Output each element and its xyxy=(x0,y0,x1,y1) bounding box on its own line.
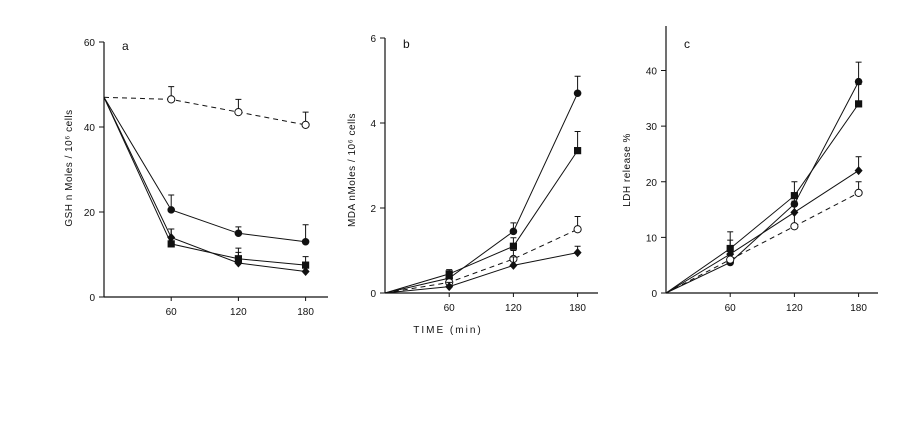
series-line xyxy=(665,103,860,294)
panel-c: 0 10 20 30 40 60 120 180 c LDH release % xyxy=(622,26,878,314)
data-point-filled-circle xyxy=(167,206,175,214)
x-tick-label: 60 xyxy=(725,303,737,314)
y-tick-label: 60 xyxy=(84,38,96,49)
x-tick-label: 60 xyxy=(444,303,456,314)
y-tick-label: 40 xyxy=(84,123,96,134)
y-tick-label: 40 xyxy=(646,67,658,78)
panel-letter: a xyxy=(122,39,129,53)
data-point-open-circle xyxy=(573,225,582,234)
data-point-open-circle xyxy=(726,255,735,264)
data-point-filled-square xyxy=(234,255,242,263)
data-point-filled-circle xyxy=(301,237,310,246)
data-point-filled-square xyxy=(509,242,517,250)
data-point-filled-diamond xyxy=(509,260,518,270)
data-point-filled-diamond xyxy=(445,282,454,292)
x-tick-label: 180 xyxy=(569,303,586,314)
y-tick-label: 10 xyxy=(646,233,658,244)
series-line xyxy=(384,93,579,294)
y-tick-label: 6 xyxy=(370,34,376,45)
x-axis-label: TIME (min) xyxy=(413,325,482,336)
series-line xyxy=(103,97,306,243)
data-point-filled-square xyxy=(855,100,863,108)
y-tick-label: 0 xyxy=(651,289,657,300)
data-point-filled-circle xyxy=(509,227,518,236)
series-line xyxy=(665,170,859,294)
series-line xyxy=(384,252,578,294)
series-line xyxy=(384,228,578,294)
y-axis-label: LDH release % xyxy=(622,133,633,207)
data-point-open-circle xyxy=(167,95,176,104)
data-point-open-circle xyxy=(854,188,863,197)
y-tick-label: 4 xyxy=(370,119,376,130)
panel-b: 0 2 4 6 60 120 180 b MDA nMoles / 10⁶ cells xyxy=(347,34,598,314)
y-axis-label: GSH n Moles / 10⁶ cells xyxy=(64,109,75,226)
y-tick-label: 20 xyxy=(646,178,658,189)
panel-a: 0 20 40 60 60 120 180 a GSH n Moles / 10⁶ cells xyxy=(64,38,328,318)
series-line xyxy=(103,96,306,126)
panel-letter: b xyxy=(403,37,410,51)
x-tick-label: 180 xyxy=(297,307,314,318)
y-tick-label: 0 xyxy=(370,289,376,300)
panel-letter: c xyxy=(684,37,690,51)
data-point-filled-square xyxy=(302,261,310,269)
series-line xyxy=(384,150,579,294)
data-point-filled-square xyxy=(167,240,175,248)
series-line xyxy=(665,81,860,294)
data-point-filled-diamond xyxy=(573,248,582,258)
y-tick-label: 30 xyxy=(646,122,658,133)
data-point-open-circle xyxy=(234,108,243,117)
x-tick-label: 180 xyxy=(850,303,867,314)
data-point-open-circle xyxy=(301,120,310,129)
data-point-filled-circle xyxy=(234,229,243,238)
data-point-filled-circle xyxy=(573,89,582,98)
y-tick-label: 20 xyxy=(84,208,96,219)
series-line xyxy=(665,192,859,294)
y-axis-label: MDA nMoles / 10⁶ cells xyxy=(347,113,358,227)
x-tick-label: 120 xyxy=(230,307,247,318)
y-tick-label: 2 xyxy=(370,204,376,215)
x-tick-label: 120 xyxy=(786,303,803,314)
data-point-filled-square xyxy=(574,147,582,155)
y-tick-label: 0 xyxy=(89,293,95,304)
data-point-filled-diamond xyxy=(854,166,863,176)
series-line xyxy=(103,97,306,272)
data-point-filled-circle xyxy=(854,77,863,86)
x-tick-label: 120 xyxy=(505,303,522,314)
series-line xyxy=(103,97,306,266)
data-point-filled-square xyxy=(790,192,798,200)
data-point-filled-diamond xyxy=(301,267,310,276)
data-point-filled-square xyxy=(445,270,453,278)
x-tick-label: 60 xyxy=(166,307,178,318)
data-point-open-circle xyxy=(790,222,799,231)
